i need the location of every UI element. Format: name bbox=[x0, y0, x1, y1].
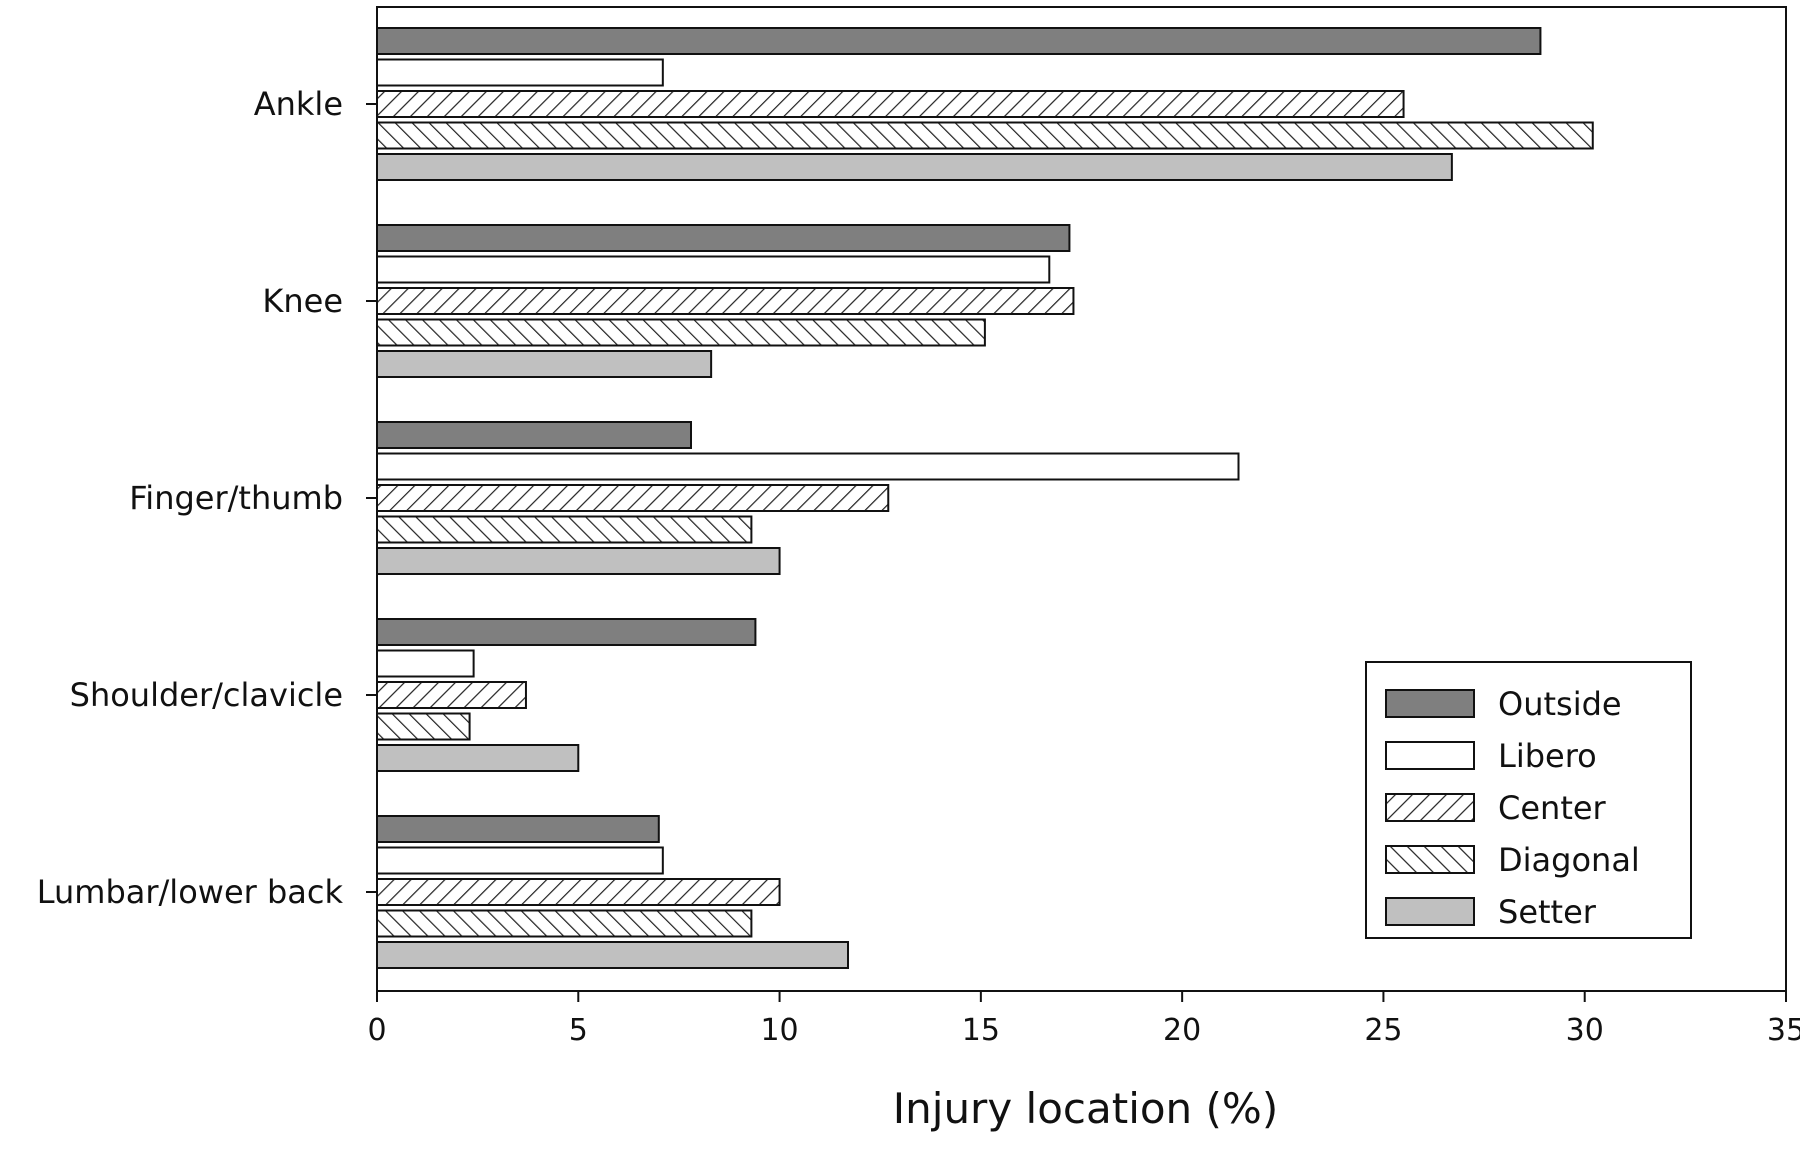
y-tick-label-shoulder-clavicle: Shoulder/clavicle bbox=[70, 676, 343, 714]
x-axis-title: Injury location (%) bbox=[893, 1084, 1278, 1133]
bar-knee-outside bbox=[376, 224, 1071, 252]
y-axis: Ankle Knee Finger/thumb Shoulder/clavicle Lu… bbox=[37, 85, 377, 911]
bar-shoulder-clavicle-setter bbox=[376, 744, 580, 772]
legend-swatch-libero bbox=[1385, 741, 1475, 770]
x-tick-label-10: 10 bbox=[760, 1013, 798, 1048]
bar-shoulder-clavicle-libero bbox=[376, 649, 475, 678]
bar-lumbar-lower-back-center bbox=[376, 878, 781, 906]
bar-finger-thumb-setter bbox=[376, 547, 781, 575]
legend: Outside Libero Center Diagonal Setter bbox=[1365, 661, 1692, 939]
legend-label-diagonal: Diagonal bbox=[1498, 841, 1640, 879]
legend-label-outside: Outside bbox=[1498, 685, 1622, 723]
legend-swatch-setter bbox=[1385, 897, 1475, 926]
legend-swatch-outside bbox=[1385, 689, 1475, 718]
y-tick-label-finger-thumb: Finger/thumb bbox=[129, 479, 343, 517]
bar-finger-thumb-libero bbox=[376, 452, 1240, 481]
x-tick-label-35: 35 bbox=[1767, 1013, 1800, 1048]
bar-knee-libero bbox=[376, 255, 1051, 284]
legend-label-setter: Setter bbox=[1498, 893, 1597, 931]
bar-ankle-setter bbox=[376, 153, 1453, 181]
x-axis: 0 5 10 15 20 25 30 35 bbox=[367, 991, 1800, 1048]
x-tick-label-30: 30 bbox=[1566, 1013, 1604, 1048]
x-tick-label-5: 5 bbox=[569, 1013, 588, 1048]
bar-lumbar-lower-back-libero bbox=[376, 846, 664, 875]
bar-finger-thumb-center bbox=[376, 484, 890, 512]
y-tick-label-knee: Knee bbox=[262, 282, 343, 320]
bar-knee-setter bbox=[376, 350, 713, 378]
bar-finger-thumb-outside bbox=[376, 421, 693, 449]
y-tick-label-lumbar-lower-back: Lumbar/lower back bbox=[37, 873, 344, 911]
bar-ankle-libero bbox=[376, 58, 664, 87]
x-tick-label-15: 15 bbox=[962, 1013, 1000, 1048]
bar-ankle-center bbox=[376, 90, 1405, 118]
legend-swatch-center bbox=[1385, 793, 1475, 822]
x-tick-label-20: 20 bbox=[1163, 1013, 1201, 1048]
y-tick-label-ankle: Ankle bbox=[254, 85, 343, 123]
bar-ankle-outside bbox=[376, 27, 1542, 55]
bar-shoulder-clavicle-diagonal bbox=[376, 712, 471, 741]
bar-lumbar-lower-back-outside bbox=[376, 815, 660, 843]
legend-label-center: Center bbox=[1498, 789, 1607, 827]
bar-knee-center bbox=[376, 287, 1075, 315]
bar-knee-diagonal bbox=[376, 318, 986, 347]
bar-finger-thumb-diagonal bbox=[376, 515, 753, 544]
legend-swatch-diagonal bbox=[1385, 845, 1475, 874]
x-tick-label-0: 0 bbox=[367, 1013, 386, 1048]
bars bbox=[376, 27, 1594, 969]
bar-lumbar-lower-back-diagonal bbox=[376, 909, 753, 938]
x-tick-label-25: 25 bbox=[1364, 1013, 1402, 1048]
bar-lumbar-lower-back-setter bbox=[376, 941, 850, 969]
bar-shoulder-clavicle-outside bbox=[376, 618, 757, 646]
bar-shoulder-clavicle-center bbox=[376, 681, 527, 709]
legend-label-libero: Libero bbox=[1498, 737, 1597, 775]
bar-ankle-diagonal bbox=[376, 121, 1594, 150]
